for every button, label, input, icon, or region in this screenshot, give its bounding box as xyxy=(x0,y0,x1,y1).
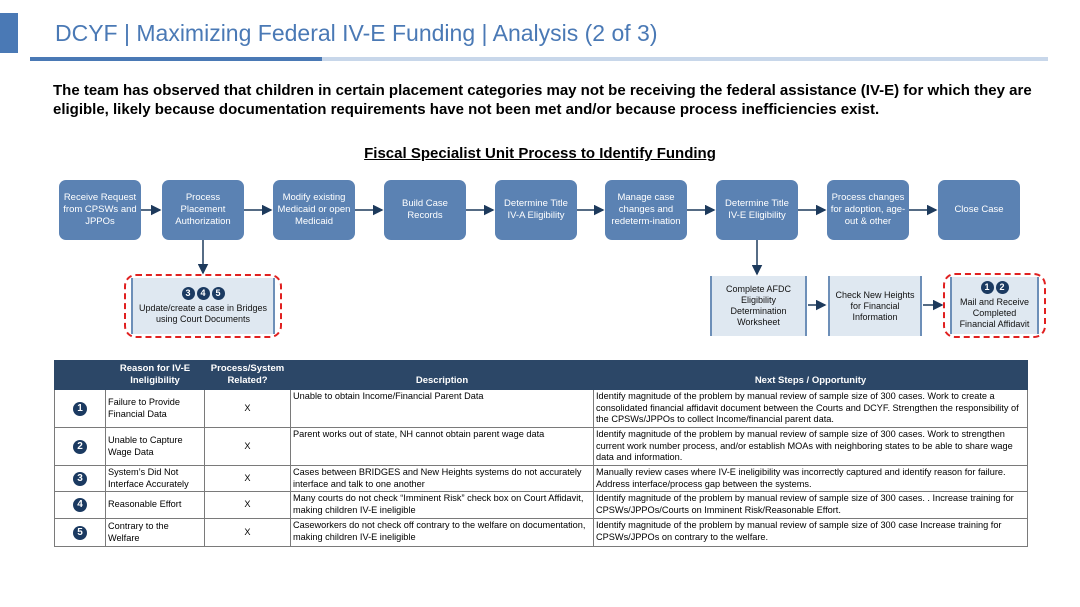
step-build-case-records: Build Case Records xyxy=(384,180,466,240)
number-badge: 3 xyxy=(181,287,195,300)
table-row: 2 Unable to Capture Wage Data X Parent w… xyxy=(54,427,1028,466)
substep-label: Complete AFDC Eligibility Determination … xyxy=(725,284,792,327)
substep-label: Check New Heights for Financial Informat… xyxy=(835,289,915,322)
description-cell: Many courts do not check “Imminent Risk”… xyxy=(290,491,594,519)
description-cell: Parent works out of state, NH cannot obt… xyxy=(290,427,594,466)
highlight-affidavit xyxy=(943,273,1046,338)
ineligibility-table: Reason for IV-E Ineligibility Process/Sy… xyxy=(54,360,1028,547)
step-receive-request: Receive Request from CPSWs and JPPOs xyxy=(59,180,141,240)
related-cell: X xyxy=(204,491,291,519)
step-close-case: Close Case xyxy=(938,180,1020,240)
substep-afdc-worksheet: Complete AFDC Eligibility Determination … xyxy=(710,276,807,336)
number-badge: 4 xyxy=(196,287,210,300)
number-badge: 5 xyxy=(211,287,225,300)
row-number-badge: 2 xyxy=(73,439,87,454)
next-steps-cell: Identify magnitude of the problem by man… xyxy=(593,427,1028,466)
title-accent-bar xyxy=(0,13,18,53)
table-row: 4 Reasonable Effort X Many courts do not… xyxy=(54,491,1028,519)
description-cell: Caseworkers do not check off contrary to… xyxy=(290,518,594,547)
row-number-badge: 3 xyxy=(73,471,87,486)
row-number-cell: 2 xyxy=(54,427,106,466)
table-row: 5 Contrary to the Welfare X Caseworkers … xyxy=(54,518,1028,547)
badge-group: 3 4 5 xyxy=(181,287,225,300)
step-manage-case-changes: Manage case changes and redeterm-ination xyxy=(605,180,687,240)
step-process-placement: Process Placement Authorization xyxy=(162,180,244,240)
table-header-row: Reason for IV-E Ineligibility Process/Sy… xyxy=(54,360,1028,390)
substep-label: Mail and Receive Completed Financial Aff… xyxy=(959,297,1030,329)
row-number-cell: 1 xyxy=(54,389,106,428)
step-modify-medicaid: Modify existing Medicaid or open Medicai… xyxy=(273,180,355,240)
header-related: Process/System Related? xyxy=(204,360,291,390)
row-number-cell: 5 xyxy=(54,518,106,547)
header-num xyxy=(54,360,106,390)
row-number-badge: 1 xyxy=(73,401,87,416)
title-underline-accent xyxy=(30,57,322,61)
step-process-changes: Process changes for adoption, age-out & … xyxy=(827,180,909,240)
substep-financial-affidavit: 1 2 Mail and Receive Completed Financial… xyxy=(950,277,1039,334)
step-determine-iv-a: Determine Title IV-A Eligibility xyxy=(495,180,577,240)
related-cell: X xyxy=(204,518,291,547)
number-badge: 1 xyxy=(980,281,994,294)
row-number-badge: 5 xyxy=(73,525,87,540)
header-next-steps: Next Steps / Opportunity xyxy=(593,360,1028,390)
row-number-badge: 4 xyxy=(73,498,87,512)
highlight-update-case xyxy=(124,274,282,338)
number-badge: 2 xyxy=(995,281,1009,294)
reason-cell: Reasonable Effort xyxy=(105,491,205,519)
reason-cell: Failure to Provide Financial Data xyxy=(105,389,205,428)
next-steps-cell: Manually review cases where IV-E ineligi… xyxy=(593,465,1028,492)
related-cell: X xyxy=(204,389,291,428)
next-steps-cell: Identify magnitude of the problem by man… xyxy=(593,518,1028,547)
row-number-cell: 3 xyxy=(54,465,106,492)
row-number-cell: 4 xyxy=(54,491,106,519)
description-cell: Unable to obtain Income/Financial Parent… xyxy=(290,389,594,428)
reason-cell: Unable to Capture Wage Data xyxy=(105,427,205,466)
next-steps-cell: Identify magnitude of the problem by man… xyxy=(593,389,1028,428)
title-underline xyxy=(30,57,1048,61)
page-title: DCYF | Maximizing Federal IV-E Funding |… xyxy=(55,20,658,46)
substep-update-case: 3 4 5 Update/create a case in Bridges us… xyxy=(131,278,275,334)
reason-cell: System’s Did Not Interface Accurately xyxy=(105,465,205,492)
header-description: Description xyxy=(290,360,594,390)
next-steps-cell: Identify magnitude of the problem by man… xyxy=(593,491,1028,519)
table-row: 3 System’s Did Not Interface Accurately … xyxy=(54,465,1028,492)
related-cell: X xyxy=(204,427,291,466)
badge-group: 1 2 xyxy=(980,281,1009,294)
reason-cell: Contrary to the Welfare xyxy=(105,518,205,547)
description-cell: Cases between BRIDGES and New Heights sy… xyxy=(290,465,594,492)
process-title: Fiscal Specialist Unit Process to Identi… xyxy=(364,145,716,162)
substep-new-heights: Check New Heights for Financial Informat… xyxy=(828,276,922,336)
step-determine-iv-e: Determine Title IV-E Eligibility xyxy=(716,180,798,240)
table-row: 1 Failure to Provide Financial Data X Un… xyxy=(54,389,1028,428)
related-cell: X xyxy=(204,465,291,492)
intro-text: The team has observed that children in c… xyxy=(53,82,1032,118)
substep-label: Update/create a case in Bridges using Co… xyxy=(138,303,268,324)
header-reason: Reason for IV-E Ineligibility xyxy=(105,360,205,390)
